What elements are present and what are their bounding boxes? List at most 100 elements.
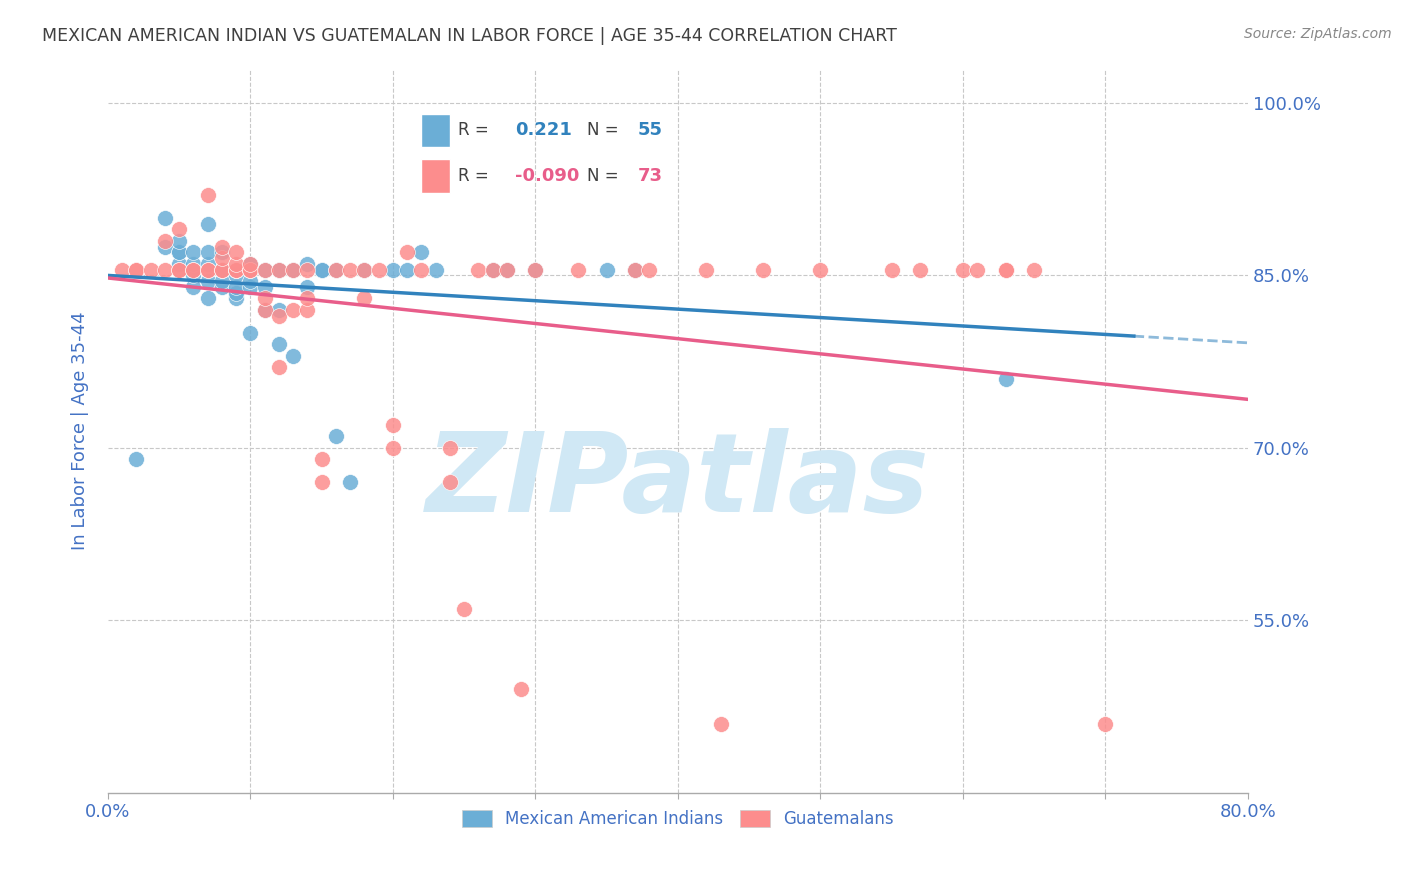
Point <box>267 309 290 323</box>
Point <box>239 262 262 277</box>
Point <box>994 262 1017 277</box>
Point <box>125 262 148 277</box>
Point <box>239 280 262 294</box>
Point <box>297 292 319 306</box>
Point <box>624 262 647 277</box>
Point <box>211 280 233 294</box>
Point <box>467 262 489 277</box>
Point <box>211 251 233 265</box>
Point <box>183 245 205 260</box>
Point <box>325 262 347 277</box>
Point <box>396 262 419 277</box>
Point <box>197 188 219 202</box>
Point <box>283 349 305 363</box>
Point <box>339 262 361 277</box>
Point <box>381 262 404 277</box>
Point <box>1094 716 1116 731</box>
Point <box>167 222 190 236</box>
Point <box>994 372 1017 386</box>
Point <box>411 262 433 277</box>
Point <box>225 257 247 271</box>
Point <box>481 262 503 277</box>
Point <box>381 417 404 432</box>
Point <box>183 262 205 277</box>
Point <box>253 280 276 294</box>
Point <box>225 262 247 277</box>
Point <box>808 262 831 277</box>
Point <box>311 262 333 277</box>
Point <box>396 245 419 260</box>
Point <box>253 292 276 306</box>
Point <box>381 441 404 455</box>
Point <box>211 262 233 277</box>
Point <box>339 475 361 490</box>
Point <box>624 262 647 277</box>
Point <box>752 262 775 277</box>
Point <box>325 262 347 277</box>
Point <box>239 257 262 271</box>
Point <box>183 262 205 277</box>
Point <box>167 245 190 260</box>
Point <box>253 262 276 277</box>
Point <box>153 262 176 277</box>
Point <box>524 262 547 277</box>
Point <box>211 274 233 288</box>
Point <box>353 262 375 277</box>
Point <box>183 268 205 283</box>
Point <box>211 262 233 277</box>
Point <box>253 302 276 317</box>
Point <box>167 257 190 271</box>
Point <box>225 245 247 260</box>
Point <box>710 716 733 731</box>
Point <box>167 234 190 248</box>
Point <box>267 360 290 375</box>
Point <box>239 257 262 271</box>
Text: ZIPatlas: ZIPatlas <box>426 428 929 535</box>
Point <box>952 262 974 277</box>
Point <box>267 302 290 317</box>
Legend: Mexican American Indians, Guatemalans: Mexican American Indians, Guatemalans <box>456 804 901 835</box>
Point <box>153 211 176 225</box>
Point <box>1024 262 1046 277</box>
Point <box>225 292 247 306</box>
Point <box>367 262 389 277</box>
Point <box>239 274 262 288</box>
Point <box>225 280 247 294</box>
Point <box>311 262 333 277</box>
Point <box>297 302 319 317</box>
Point <box>695 262 717 277</box>
Point <box>153 240 176 254</box>
Point <box>253 262 276 277</box>
Point <box>211 240 233 254</box>
Point <box>311 452 333 467</box>
Point <box>183 280 205 294</box>
Text: Source: ZipAtlas.com: Source: ZipAtlas.com <box>1244 27 1392 41</box>
Point <box>567 262 589 277</box>
Point <box>267 262 290 277</box>
Point <box>283 302 305 317</box>
Point <box>283 262 305 277</box>
Point <box>167 262 190 277</box>
Point <box>197 262 219 277</box>
Point <box>197 262 219 277</box>
Point <box>267 337 290 351</box>
Point <box>283 262 305 277</box>
Point <box>139 262 162 277</box>
Point <box>325 429 347 443</box>
Point <box>183 257 205 271</box>
Point <box>183 262 205 277</box>
Point <box>353 292 375 306</box>
Point <box>524 262 547 277</box>
Point <box>111 262 134 277</box>
Point <box>880 262 903 277</box>
Point <box>125 262 148 277</box>
Point <box>167 262 190 277</box>
Point <box>253 302 276 317</box>
Point <box>966 262 988 277</box>
Point <box>211 262 233 277</box>
Point <box>439 475 461 490</box>
Point <box>239 262 262 277</box>
Point <box>297 280 319 294</box>
Point <box>167 245 190 260</box>
Point <box>225 262 247 277</box>
